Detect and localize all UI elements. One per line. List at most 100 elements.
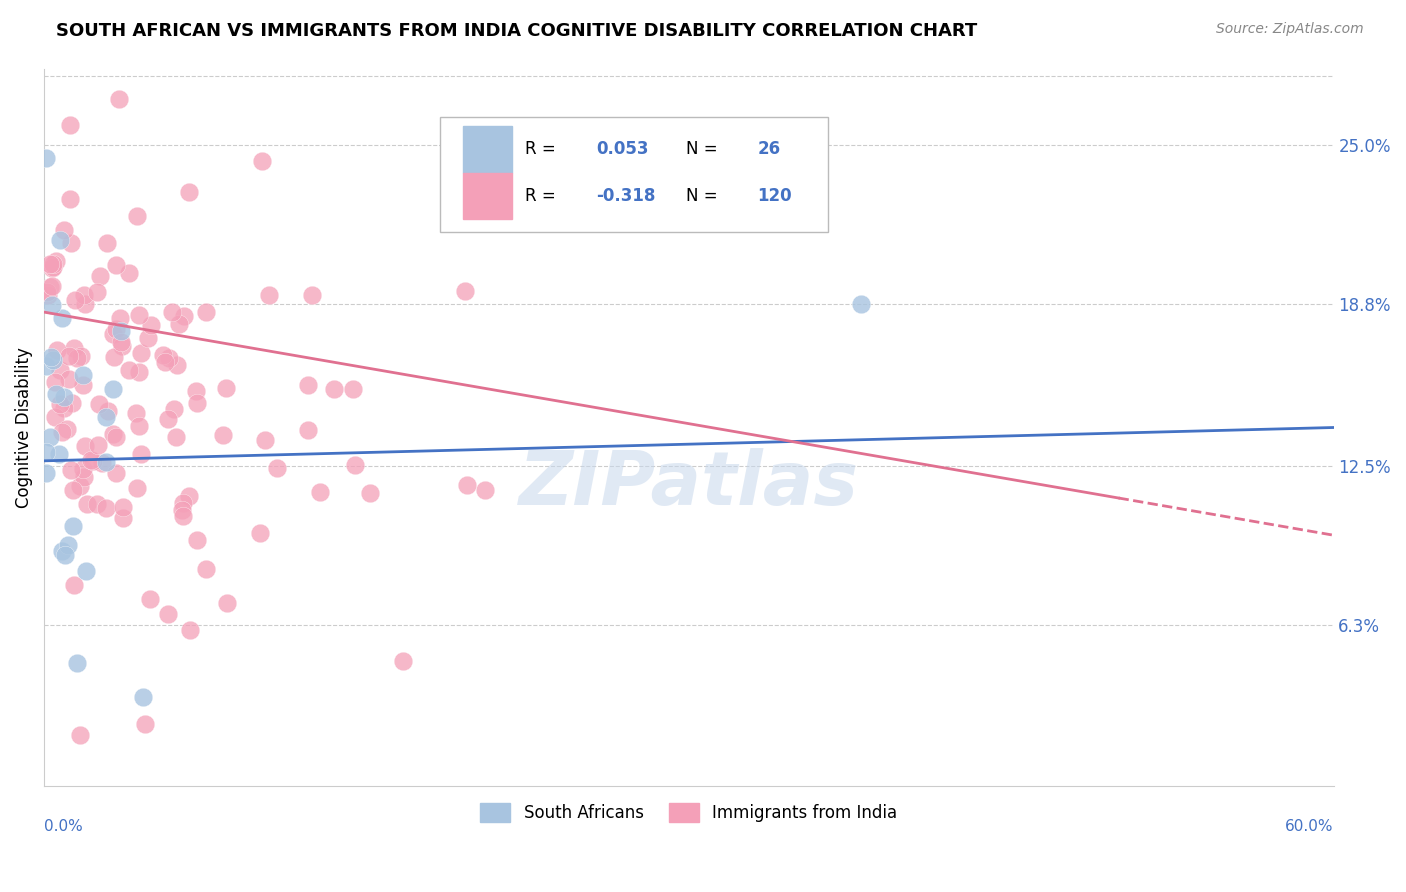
Point xyxy=(125,209,148,223)
Point xyxy=(91,456,114,470)
Point xyxy=(69,728,91,742)
Point xyxy=(35,445,58,459)
Point xyxy=(72,469,94,483)
Text: N =: N = xyxy=(686,187,723,205)
Point xyxy=(82,454,104,468)
Point xyxy=(152,348,174,362)
Point xyxy=(118,363,141,377)
Point xyxy=(456,477,478,491)
Point xyxy=(323,382,346,396)
Point xyxy=(41,261,63,276)
Point xyxy=(266,461,288,475)
Point xyxy=(117,266,139,280)
Point xyxy=(45,387,67,401)
Point xyxy=(301,288,323,302)
Point xyxy=(101,427,124,442)
Point xyxy=(172,503,194,517)
Point xyxy=(108,92,131,106)
Point xyxy=(110,310,132,325)
Point xyxy=(94,409,117,424)
Point xyxy=(194,562,217,576)
Point xyxy=(139,592,162,607)
Point xyxy=(62,483,84,498)
Point xyxy=(186,533,208,547)
Point xyxy=(49,362,72,376)
FancyBboxPatch shape xyxy=(440,117,828,232)
Point xyxy=(103,350,125,364)
Point xyxy=(62,518,84,533)
Point xyxy=(127,481,149,495)
Point xyxy=(72,288,94,302)
Point xyxy=(96,235,118,250)
Point xyxy=(60,396,83,410)
Point xyxy=(37,287,59,301)
Point xyxy=(39,350,62,364)
Point xyxy=(153,355,176,369)
Point xyxy=(53,401,76,416)
Point xyxy=(69,479,91,493)
Point xyxy=(49,397,72,411)
Point xyxy=(66,351,89,365)
Point xyxy=(39,257,62,271)
Point xyxy=(35,467,58,481)
Point xyxy=(110,334,132,349)
Bar xyxy=(463,173,512,219)
Point xyxy=(70,349,93,363)
Point xyxy=(86,497,108,511)
Point xyxy=(217,596,239,610)
Bar xyxy=(463,126,512,173)
Point xyxy=(58,349,80,363)
Point xyxy=(111,339,134,353)
Point xyxy=(73,439,96,453)
Text: N =: N = xyxy=(686,140,723,158)
Point xyxy=(53,548,76,562)
Point xyxy=(66,657,89,671)
Point xyxy=(297,377,319,392)
Point xyxy=(62,341,84,355)
Point xyxy=(51,544,73,558)
Point xyxy=(343,458,366,472)
Point xyxy=(56,422,79,436)
Point xyxy=(35,151,58,165)
Point xyxy=(96,404,118,418)
Text: R =: R = xyxy=(524,187,561,205)
Point xyxy=(111,500,134,514)
Point xyxy=(454,284,477,298)
Point xyxy=(308,484,330,499)
Point xyxy=(252,154,274,169)
Point xyxy=(42,256,65,270)
Point xyxy=(39,430,62,444)
Point xyxy=(157,351,180,365)
Point xyxy=(141,318,163,333)
Point xyxy=(75,565,97,579)
Point xyxy=(134,716,156,731)
Point xyxy=(41,279,63,293)
Point xyxy=(138,331,160,345)
Point xyxy=(105,322,128,336)
Point xyxy=(166,358,188,372)
Point xyxy=(39,280,62,294)
Point xyxy=(51,425,73,439)
Point xyxy=(89,268,111,283)
Text: 0.0%: 0.0% xyxy=(44,819,83,834)
Point xyxy=(45,343,67,358)
Point xyxy=(179,185,201,199)
Point xyxy=(128,308,150,322)
Point xyxy=(129,447,152,461)
Point xyxy=(131,690,153,704)
Point xyxy=(254,433,277,447)
Point xyxy=(87,438,110,452)
Point xyxy=(112,511,135,525)
Point xyxy=(169,317,191,331)
Point xyxy=(51,310,73,325)
Text: 0.053: 0.053 xyxy=(596,140,648,158)
Point xyxy=(59,118,82,132)
Point xyxy=(212,427,235,442)
Point xyxy=(172,496,194,510)
Point xyxy=(474,483,496,497)
Point xyxy=(94,455,117,469)
Point xyxy=(392,655,415,669)
Point xyxy=(165,430,187,444)
Point xyxy=(101,382,124,396)
Point xyxy=(104,430,127,444)
